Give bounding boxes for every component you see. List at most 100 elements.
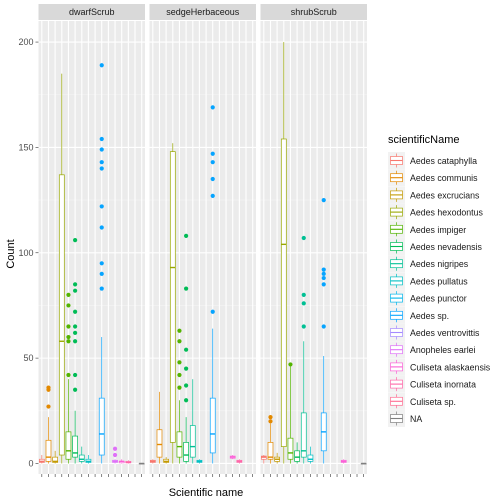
outlier-point [301, 235, 306, 241]
box-aedes-impiger [176, 328, 183, 464]
box-aedes-hexodontus [280, 42, 287, 464]
outlier-point [177, 385, 182, 390]
outlier-point [184, 398, 189, 403]
box-body [183, 442, 189, 462]
legend-entry-label: Aedes punctor [410, 294, 467, 304]
box-body [189, 425, 196, 458]
box-body [300, 412, 307, 458]
outlier-point [73, 372, 78, 378]
outlier-point [210, 151, 215, 156]
outlier-point [66, 334, 71, 340]
legend-entry-label: Culiseta sp. [410, 397, 456, 407]
box-aedes-nevadensis [183, 233, 189, 464]
x-axis-label: Scientific name [169, 487, 244, 499]
box-body [98, 397, 105, 456]
legend-title: scientificName [388, 134, 460, 146]
box-body [156, 429, 163, 458]
legend-entry-label: Aedes nevadensis [410, 242, 482, 252]
legend-entry: Aedes sp. [388, 306, 449, 324]
outlier-point [66, 324, 71, 329]
legend-entry: Aedes cataphylla [388, 152, 477, 169]
outlier-point [210, 176, 215, 182]
legend-entry: Aedes impiger [388, 220, 466, 238]
box-aedes-impiger [65, 292, 72, 464]
facet-strip [260, 4, 367, 20]
legend-entry: Culiseta inornata [388, 375, 476, 393]
outlier-point [321, 275, 326, 281]
facet-strip [149, 4, 256, 20]
outlier-point [177, 360, 182, 365]
outlier-point [268, 419, 273, 424]
panel-background [38, 21, 145, 474]
legend-entry-label: Aedes ventrovittis [410, 328, 480, 338]
box-body [52, 456, 58, 463]
box-aedes-excrucians [274, 452, 280, 464]
facet-strip-label: shrubScrub [291, 7, 337, 17]
outlier-point [210, 160, 215, 165]
facet-strip-label: dwarfScrub [69, 7, 115, 17]
box-body [78, 454, 85, 462]
box-aedes-sp- [209, 105, 216, 464]
box-aedes-impiger [287, 362, 294, 464]
box-culiseta-inornata [125, 460, 132, 464]
box-body [45, 439, 52, 462]
legend-entry-label: Aedes cataphylla [410, 156, 477, 166]
outlier-point [99, 225, 104, 230]
box-aedes-pullatus [307, 446, 314, 464]
legend-entry-label: Culiseta inornata [410, 380, 476, 390]
outlier-point [184, 383, 189, 388]
outlier-point [177, 339, 182, 344]
legend-entry: Culiseta sp. [388, 392, 456, 410]
outlier-point [99, 166, 104, 171]
outlier-point [184, 366, 189, 371]
legend-entry: Aedes ventrovittis [388, 324, 480, 341]
box-body [294, 450, 300, 462]
legend-entry: Aedes nigripes [388, 255, 469, 273]
box-na [138, 462, 145, 465]
y-tick-label: 0 [28, 458, 33, 468]
outlier-point [301, 301, 306, 306]
legend-entry: NA [388, 410, 422, 427]
legend-entry-label: Aedes hexodontus [410, 208, 483, 218]
facet-panel-dwarfScrub: dwarfScrub [38, 4, 145, 477]
panel-background [149, 21, 256, 474]
legend-entry-label: NA [410, 414, 422, 424]
box-aedes-communis [156, 391, 163, 464]
outlier-point [321, 267, 326, 272]
outlier-point [301, 324, 306, 329]
legend-entry: Aedes punctor [388, 289, 467, 307]
box-aedes-pullatus [85, 455, 92, 464]
box-aedes-communis [267, 415, 274, 464]
facet-strip-label: sedgeHerbaceous [166, 7, 240, 17]
facet-panel-sedgeHerbaceous: sedgeHerbaceous [149, 4, 256, 477]
panel-background [260, 21, 367, 474]
legend-entry: Aedes excrucians [388, 186, 480, 204]
box-aedes-nevadensis [294, 442, 300, 464]
legend-entry-label: Aedes pullatus [410, 276, 468, 286]
box-body [307, 454, 314, 462]
box-na [360, 462, 367, 465]
box-aedes-excrucians [52, 450, 58, 464]
box-aedes-excrucians [163, 457, 169, 464]
legend-entry: Aedes communis [388, 169, 478, 187]
box-aedes-cataphylla [149, 459, 156, 464]
box-culiseta-alaskaensis [118, 459, 125, 464]
box-culiseta-alaskaensis [229, 455, 236, 460]
outlier-point [73, 330, 78, 335]
legend-entry: Culiseta alaskaensis [388, 358, 491, 376]
y-tick-label: 50 [23, 353, 33, 363]
box-body [72, 435, 78, 458]
legend-entry-label: Aedes nigripes [410, 259, 469, 269]
outlier-point [73, 288, 78, 293]
outlier-point [66, 303, 71, 308]
outlier-point [177, 372, 182, 378]
box-body [58, 174, 65, 456]
outlier-point [99, 147, 104, 152]
y-tick-label: 150 [18, 142, 33, 152]
box-aedes-hexodontus [169, 143, 176, 464]
outlier-point [210, 309, 215, 314]
legend-entry-label: Aedes excrucians [410, 190, 480, 200]
box-body [209, 397, 216, 454]
outlier-point [268, 415, 273, 420]
